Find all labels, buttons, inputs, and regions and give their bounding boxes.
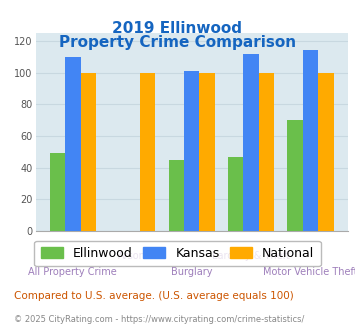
Bar (140, 73, 155, 231)
Bar (50, 153, 65, 231)
Bar (184, 71, 200, 231)
Bar (244, 53, 259, 231)
Bar (259, 73, 274, 231)
Text: Property Crime Comparison: Property Crime Comparison (59, 35, 296, 50)
Text: Larceny & Theft: Larceny & Theft (212, 251, 290, 261)
Text: 2019 Ellinwood: 2019 Ellinwood (113, 21, 242, 36)
Bar (200, 73, 215, 231)
Bar (318, 73, 334, 231)
Text: Burglary: Burglary (171, 267, 212, 277)
Text: All Property Crime: All Property Crime (28, 267, 117, 277)
Legend: Ellinwood, Kansas, National: Ellinwood, Kansas, National (34, 241, 321, 266)
Bar (287, 120, 303, 231)
Bar (65, 57, 81, 231)
Bar (303, 50, 318, 231)
Text: Compared to U.S. average. (U.S. average equals 100): Compared to U.S. average. (U.S. average … (14, 291, 294, 301)
Bar (81, 73, 96, 231)
Bar (169, 160, 184, 231)
Text: © 2025 CityRating.com - https://www.cityrating.com/crime-statistics/: © 2025 CityRating.com - https://www.city… (14, 315, 305, 324)
Text: Motor Vehicle Theft: Motor Vehicle Theft (263, 267, 355, 277)
Bar (228, 156, 244, 231)
Text: Arson: Arson (118, 251, 146, 261)
